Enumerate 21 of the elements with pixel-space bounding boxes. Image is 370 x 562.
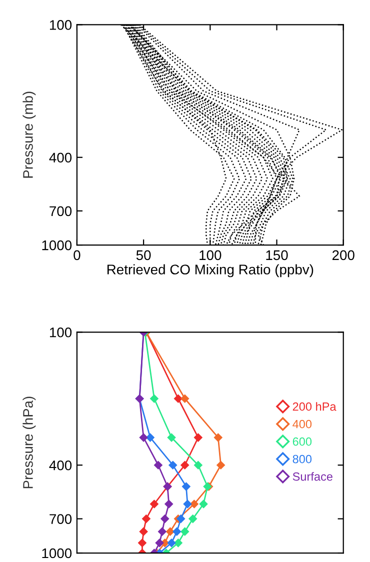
y-tick-label: 100: [50, 327, 72, 338]
x-tick-label: 150: [266, 250, 288, 260]
y-tick-label: 700: [50, 514, 72, 524]
legend-label: 400: [292, 420, 312, 428]
x-tick-label: 50: [136, 250, 151, 260]
y-tick-label: 400: [49, 460, 72, 470]
y-tick-label: 1000: [42, 548, 72, 558]
y-tick-label: 400: [49, 152, 72, 163]
y-axis-title: Pressure (mb): [22, 92, 36, 178]
y-tick-label: 1000: [42, 240, 72, 250]
legend-label: 200 hPa: [292, 402, 336, 411]
x-tick-label: 200: [332, 250, 354, 260]
x-tick-label: 100: [200, 250, 222, 260]
legend-label: 800: [292, 454, 312, 464]
y-tick-label: 700: [50, 206, 72, 216]
legend-label: Surface: [292, 472, 332, 481]
x-axis-title: Retrieved CO Mixing Ratio (ppbv): [107, 264, 314, 278]
y-tick-label: 100: [50, 20, 72, 30]
x-tick-label: 0: [74, 250, 80, 260]
legend-label: 600: [292, 437, 312, 446]
y-axis-title: Pressure (hPa): [22, 396, 36, 488]
